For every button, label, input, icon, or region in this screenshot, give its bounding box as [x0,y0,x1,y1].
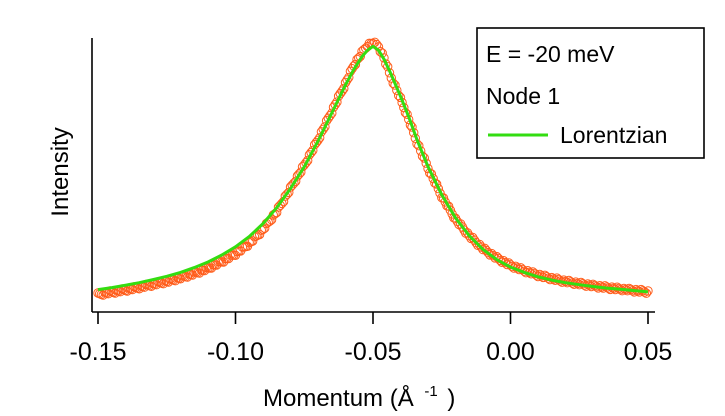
legend-annotation-energy: E = -20 meV [486,41,615,67]
data-point [246,237,256,247]
data-point [383,61,393,72]
data-point [426,169,437,179]
legend: E = -20 meV Node 1 Lorentzian [476,27,705,159]
data-point [187,270,198,280]
data-point [431,179,442,189]
data-point [303,155,313,166]
lorentzian-fit-line [97,44,649,294]
data-point [163,277,174,287]
data-point [485,250,495,260]
x-axis-title-main: Momentum (Å [263,384,414,412]
data-point [254,229,265,240]
data-point [641,288,651,298]
data-point [483,248,493,258]
x-axis-ticks: -0.15 -0.10 -0.05 0.00 0.05 [70,312,673,366]
data-point [588,279,598,289]
data-point [327,108,337,118]
x-tick-label: 0.05 [624,338,673,366]
data-point [462,228,473,238]
data-point [182,272,193,282]
y-axis-title: Intensity [47,127,74,216]
data-point [478,244,488,255]
legend-annotation-node: Node 1 [486,83,560,109]
data-point [497,257,507,267]
data-point [175,274,186,284]
x-tick-label: -0.10 [207,338,264,366]
data-point [339,83,349,94]
x-axis-title-superscript: -1 [424,383,437,400]
data-point [332,97,342,107]
x-tick-label: -0.05 [345,338,402,366]
data-point [490,253,500,263]
data-point [301,158,311,168]
x-axis-title-close: ) [447,385,455,412]
data-point [320,122,330,132]
data-point [468,232,478,243]
data-point [308,145,318,156]
data-point [337,86,347,96]
data-point [315,133,325,143]
x-tick-label: 0.00 [486,338,535,366]
plot-area [93,37,653,300]
data-point [313,135,323,146]
x-axis-title: Momentum (Å -1 ) [263,375,455,412]
legend-label-lorentzian: Lorentzian [560,122,667,148]
x-tick-label: -0.15 [70,338,127,366]
data-point [248,236,258,246]
